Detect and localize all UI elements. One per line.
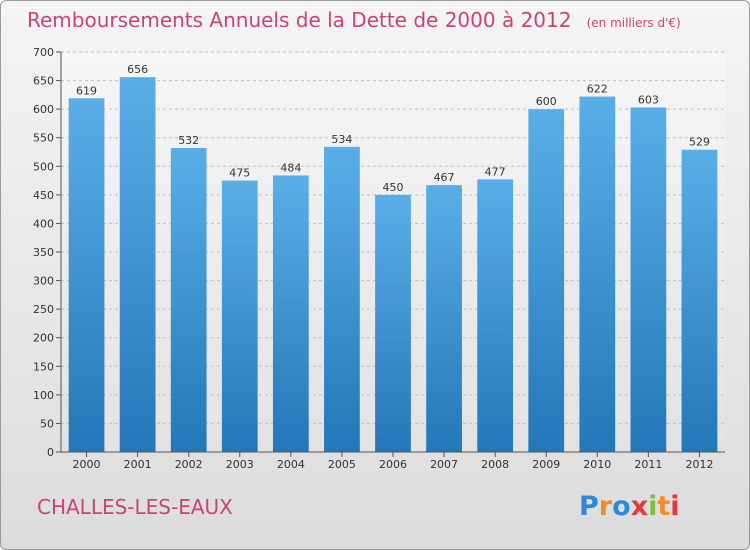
logo-letter: t [657,491,671,522]
bar-2007 [426,185,462,452]
y-tick-label: 650 [33,75,54,88]
bar-2008 [477,179,514,452]
data-label-2006: 450 [383,181,404,194]
x-tick-label-2004: 2004 [277,458,305,471]
title-row: Remboursements Annuels de la Dette de 20… [27,8,681,32]
logo-letter: i [670,491,680,522]
bar-2006 [375,194,411,452]
bar-2002 [170,148,207,452]
data-label-2008: 477 [485,165,506,178]
x-tick-label-2006: 2006 [379,458,407,471]
y-tick-label: 0 [47,446,54,459]
data-label-2010: 622 [587,83,608,96]
data-label-2005: 534 [331,133,352,146]
town-name: CHALLES-LES-EAUX [37,495,233,519]
y-tick-label: 550 [33,132,54,145]
logo-letter: P [579,491,599,522]
logo-letter: i [648,491,658,522]
bar-2003 [221,180,258,453]
chart-title: Remboursements Annuels de la Dette de 20… [27,8,572,32]
axes: 0 50 100 150 200 250 300 350 400 450 500 550 600 650 7… [33,46,725,471]
y-tick-label: 400 [33,217,54,230]
data-label-2011: 603 [638,93,659,106]
x-tick-label-2007: 2007 [430,458,458,471]
x-tick-label-2009: 2009 [532,458,560,471]
chart-unit: (en milliers d'€) [586,16,681,30]
x-tick-label-2012: 2012 [685,458,713,471]
bar-2010 [579,96,616,453]
y-tick-label: 100 [33,389,54,402]
x-tick-label-2005: 2005 [328,458,356,471]
y-tick-label: 300 [33,275,54,288]
data-label-2009: 600 [536,95,557,108]
data-label-2004: 484 [280,161,301,174]
y-tick-label: 200 [33,332,54,345]
logo-letter: x [630,491,649,522]
bar-2011 [630,107,667,452]
bar-2012 [681,149,718,452]
bar-2004 [272,175,309,452]
data-label-2000: 619 [76,84,97,97]
x-tick-label-2011: 2011 [634,458,662,471]
y-tick-label: 450 [33,189,54,202]
data-label-2002: 532 [178,134,199,147]
y-tick-label: 600 [33,103,54,116]
bars [68,77,718,453]
logo-letter: r [598,491,613,522]
data-label-2003: 475 [229,167,250,180]
y-tick-label: 500 [33,160,54,173]
y-tick-label: 150 [33,360,54,373]
bar-2009 [528,109,565,453]
y-tick-label: 700 [33,46,54,59]
logo-letter: o [612,491,631,522]
bar-2000 [68,98,105,453]
data-label-2007: 467 [434,171,455,184]
x-tick-label-2000: 2000 [73,458,101,471]
x-tick-label-2001: 2001 [124,458,152,471]
x-tick-label-2008: 2008 [481,458,509,471]
bar-2001 [119,77,156,453]
y-tick-label: 250 [33,303,54,316]
x-tick-label-2002: 2002 [175,458,203,471]
y-tick-label: 50 [40,417,54,430]
proxiti-logo[interactable]: Proxiti [579,491,680,522]
y-tick-label: 350 [33,246,54,259]
data-label-2012: 529 [689,136,710,149]
x-tick-label-2003: 2003 [226,458,254,471]
data-label-2001: 656 [127,63,148,76]
data-labels: 619 656 532 475 484 534 450 467 477 600 622 603 529 [76,63,710,194]
x-tick-label-2010: 2010 [583,458,611,471]
bar-2005 [324,146,360,452]
